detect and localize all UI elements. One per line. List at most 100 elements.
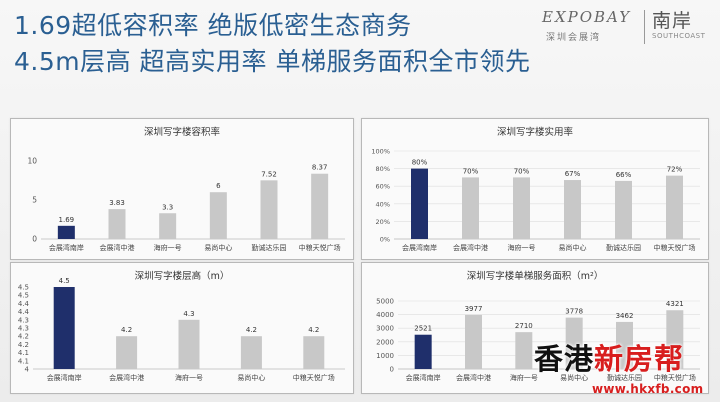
bar — [465, 314, 482, 369]
bar — [564, 180, 581, 239]
data-label: 80% — [412, 159, 428, 167]
y-tick-label: 40% — [376, 200, 390, 208]
bar — [116, 336, 138, 369]
bar — [411, 168, 428, 239]
x-tick-label: 海府一号 — [510, 373, 538, 382]
x-tick-label: 会展湾南岸 — [47, 373, 82, 382]
bar — [462, 177, 479, 239]
bar — [513, 177, 530, 239]
data-label: 8.37 — [312, 164, 328, 172]
data-label: 3977 — [465, 305, 483, 313]
data-label: 4.5 — [59, 277, 70, 285]
bar — [57, 225, 75, 239]
headline-line-2: 4.5m层高 超高实用率 单梯服务面积全市领先 — [14, 47, 531, 76]
bar — [666, 310, 684, 369]
x-tick-label: 会展湾南岸 — [406, 373, 441, 382]
x-tick-label: 会展湾中港 — [109, 373, 144, 382]
bar — [515, 332, 533, 369]
x-tick-label: 易尚中心 — [560, 373, 588, 382]
watermark-logo: 香港新房帮 — [534, 336, 684, 378]
bar — [209, 192, 227, 239]
expobay-cn-text: 深圳会展湾 — [546, 33, 602, 43]
x-tick-label: 会展湾中港 — [453, 243, 488, 252]
x-tick-label: 易尚中心 — [204, 243, 232, 252]
x-tick-label: 中粮天悦广场 — [293, 373, 335, 382]
watermark-red-text: 新房帮 — [594, 342, 685, 376]
data-label: 70% — [463, 167, 479, 175]
x-tick-label: 会展湾南岸 — [402, 243, 437, 252]
bar — [615, 180, 632, 239]
data-label: 67% — [565, 170, 581, 178]
y-tick-label: 2000 — [376, 338, 394, 346]
y-tick-label: 4.2 — [18, 341, 29, 349]
data-label: 4.3 — [183, 310, 194, 318]
x-tick-label: 易尚中心 — [237, 373, 265, 382]
chart-plot-ratio: 深圳写字楼容积率 0 5 10 1.69 会展湾南岸 3.83 会展湾中港 3.3 海府一号 6 易尚… — [27, 126, 345, 252]
y-tick-label: 0 — [390, 366, 394, 374]
data-label: 3.83 — [109, 199, 125, 207]
x-tick-label: 海府一号 — [508, 243, 536, 252]
bar — [303, 336, 325, 369]
bar — [616, 321, 633, 369]
chart-panel-efficiency: 深圳写字楼实用率 0% 20% 40% 60% 80% 100% 80% 会展湾南岸 70% 会展湾… — [361, 118, 709, 260]
data-label: 3.3 — [162, 203, 173, 211]
x-tick-label: 易尚中心 — [559, 243, 587, 252]
bar — [565, 317, 583, 369]
x-tick-label: 会展湾中港 — [456, 373, 491, 382]
chart-title: 深圳写字楼单梯服务面积（m²） — [467, 270, 604, 282]
y-tick-label: 4.4 — [18, 300, 30, 308]
y-tick-label: 5000 — [376, 298, 394, 306]
chart-floor-height: 深圳写字楼层高（m）44.14.14.24.24.34.34.44.44.54.… — [18, 270, 345, 382]
y-tick-label: 100% — [371, 148, 390, 156]
y-tick-label: 3000 — [376, 325, 394, 333]
y-tick-label: 60% — [376, 183, 390, 191]
x-tick-label: 海府一号 — [175, 373, 203, 382]
x-tick-label: 勤诚达乐园 — [252, 243, 287, 252]
bar — [108, 209, 126, 239]
data-label: 3462 — [616, 312, 634, 320]
bar — [414, 334, 432, 369]
y-tick-label: 20% — [376, 218, 390, 226]
x-tick-label: 中粮天悦广场 — [654, 373, 696, 382]
x-tick-label: 勤诚达乐园 — [606, 243, 641, 252]
y-tick-label: 4.3 — [18, 325, 29, 333]
y-tick-label: 0 — [32, 235, 37, 244]
y-tick-label: 10 — [27, 157, 37, 166]
chart-title: 深圳写字楼层高（m） — [135, 270, 230, 282]
y-tick-label: 4.1 — [18, 357, 29, 365]
chart-elevator-area: 深圳写字楼单梯服务面积（m²） 0 1000 2000 3000 4000 5000 2521… — [376, 270, 700, 382]
y-tick-label: 80% — [376, 165, 390, 173]
bar — [260, 180, 278, 239]
x-tick-label: 中粮天悦广场 — [654, 243, 696, 252]
y-tick-label: 5 — [32, 196, 37, 205]
y-tick-label: 4.1 — [18, 349, 29, 357]
headline-line-1: 1.69超低容积率 绝版低密生态商务 — [14, 11, 412, 40]
y-tick-label: 1000 — [376, 352, 394, 360]
y-tick-label: 0% — [380, 236, 390, 244]
bar — [240, 336, 262, 369]
y-tick-label: 4.2 — [18, 333, 29, 341]
nan-an-logo-text: 南岸 — [652, 10, 693, 32]
chart-panel-elevator-area: 深圳写字楼单梯服务面积（m²） 0 1000 2000 3000 4000 5000 2521… — [361, 262, 709, 394]
x-tick-label: 海府一号 — [154, 243, 182, 252]
y-tick-label: 4000 — [376, 311, 394, 319]
y-tick-label: 4 — [25, 366, 30, 374]
chart-title: 深圳写字楼实用率 — [497, 126, 574, 138]
bar — [666, 175, 683, 239]
x-tick-label: 会展湾中港 — [100, 243, 135, 252]
bar — [311, 173, 329, 239]
chart-efficiency: 深圳写字楼实用率 0% 20% 40% 60% 80% 100% 80% 会展湾南岸 70% 会展湾… — [371, 126, 700, 252]
expobay-logo-text: EXPOBAY — [542, 8, 632, 26]
y-tick-label: 4.5 — [18, 292, 29, 300]
southcoast-logo-text: SOUTHCOAST — [652, 32, 706, 40]
data-label: 6 — [216, 182, 221, 190]
data-label: 4.2 — [121, 326, 132, 334]
bar — [159, 213, 177, 239]
data-label: 70% — [514, 167, 530, 175]
data-label: 2710 — [515, 322, 533, 330]
brand-divider — [644, 10, 645, 44]
data-label: 7.52 — [261, 170, 277, 178]
data-label: 66% — [616, 171, 632, 179]
chart-panel-floor-height: 深圳写字楼层高（m） 4 4.1 4.1 4.2 4.2 4.3 4.3 4.4 4.4 4.5 4.… — [10, 262, 354, 394]
data-label: 72% — [667, 166, 683, 174]
